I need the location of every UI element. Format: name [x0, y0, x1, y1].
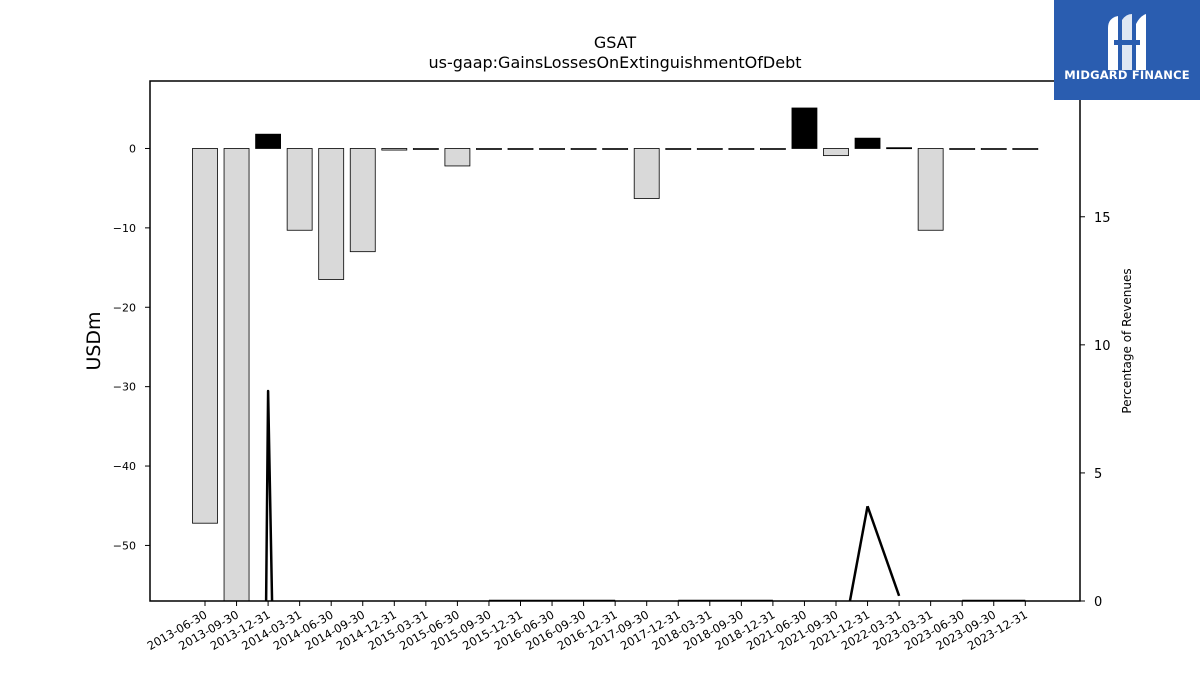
bar-2015-12-31: [507, 148, 534, 150]
bar-2017-12-31: [665, 148, 692, 150]
y-tick-label: −10: [113, 222, 136, 235]
bar-2015-09-30: [476, 148, 502, 150]
bar-2023-12-31: [1012, 148, 1039, 150]
pct-revenue-spike: [264, 389, 274, 601]
y-tick-label: −20: [113, 301, 136, 314]
bar-2021-12-31: [854, 137, 881, 149]
bar-2018-03-31: [696, 148, 723, 150]
bar-2014-12-31: [381, 148, 408, 151]
brand-name: MIDGARD FINANCE: [1064, 68, 1190, 82]
bar-2021-09-30: [823, 148, 849, 157]
y-tick-label: −30: [113, 381, 136, 394]
y-tick-label: 0: [129, 142, 136, 155]
plot-area: [192, 107, 1039, 601]
y2-tick-label: 0: [1094, 595, 1102, 610]
bar-2021-06-30: [791, 107, 818, 149]
y2-tick-label: 5: [1094, 467, 1102, 482]
bar-2014-03-31: [286, 148, 313, 231]
bar-2023-06-30: [949, 148, 976, 150]
y-tick-label: −50: [113, 539, 136, 552]
pct-revenue-line: [866, 505, 901, 597]
pct-revenue-rise: [848, 505, 869, 601]
bar-2016-09-30: [570, 148, 597, 150]
bar-2013-12-31: [255, 133, 282, 149]
bar-2018-09-30: [728, 148, 755, 150]
bar-2013-09-30: [223, 148, 250, 601]
bar-2016-06-30: [539, 148, 565, 150]
y-tick-label: −40: [113, 460, 136, 473]
bar-2016-12-31: [602, 148, 629, 150]
y2-tick-label: 15: [1094, 211, 1111, 226]
bar-2015-06-30: [444, 148, 471, 167]
chart-subtitle: us-gaap:GainsLossesOnExtinguishmentOfDeb…: [428, 53, 801, 72]
bar-2014-06-30: [318, 148, 345, 280]
midgard-logo-icon: [1108, 14, 1146, 70]
bar-2022-03-31: [886, 147, 912, 150]
y2-axis-label: Percentage of Revenues: [1120, 268, 1134, 413]
bar-2017-09-30: [633, 148, 660, 199]
chart-title: GSAT: [594, 33, 637, 52]
bar-2023-09-30: [980, 148, 1007, 150]
bar-2023-03-31: [917, 148, 944, 231]
y-axis-label: USDm: [83, 311, 105, 370]
bar-2018-12-31: [760, 148, 786, 150]
bar-2015-03-31: [412, 148, 439, 150]
bar-2013-06-30: [192, 148, 218, 524]
y2-tick-label: 10: [1094, 339, 1111, 354]
bar-2014-09-30: [349, 148, 376, 253]
brand-logo: MIDGARD FINANCE: [1054, 0, 1200, 100]
